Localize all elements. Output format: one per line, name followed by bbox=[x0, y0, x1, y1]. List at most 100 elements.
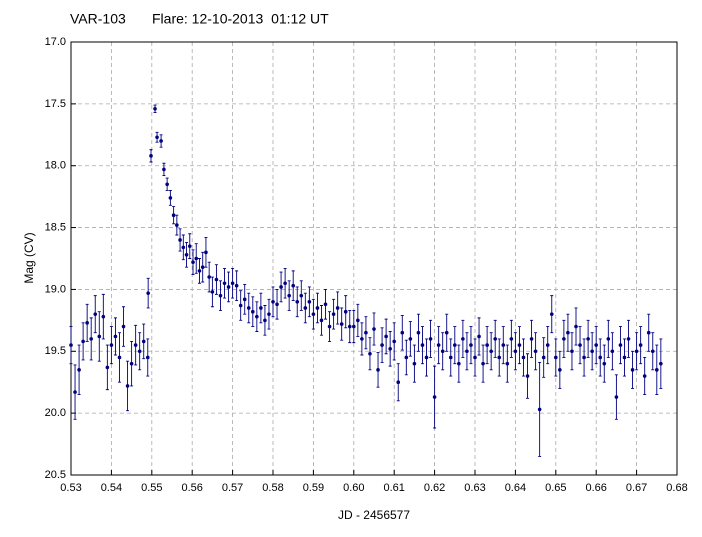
data-point bbox=[396, 380, 401, 385]
data-point bbox=[117, 355, 122, 360]
data-point bbox=[125, 384, 130, 388]
data-point bbox=[162, 167, 166, 172]
y-tick-label: 18.0 bbox=[45, 160, 66, 172]
y-tick-label: 17.0 bbox=[45, 36, 66, 48]
plot-frame bbox=[70, 41, 678, 476]
data-point bbox=[181, 245, 186, 250]
data-point bbox=[279, 285, 283, 289]
y-tick-label: 20.0 bbox=[45, 407, 66, 419]
data-point bbox=[392, 339, 397, 344]
x-tick-label: 0.57 bbox=[222, 482, 243, 494]
y-tick-label: 17.5 bbox=[45, 98, 66, 110]
data-point bbox=[477, 334, 481, 339]
data-point bbox=[562, 337, 566, 341]
data-point bbox=[311, 312, 316, 316]
data-point bbox=[634, 349, 639, 354]
data-point bbox=[194, 256, 199, 261]
data-point bbox=[554, 355, 558, 360]
data-point bbox=[307, 300, 312, 304]
x-tick-label: 0.64 bbox=[505, 482, 526, 494]
data-point bbox=[121, 324, 126, 329]
data-point bbox=[149, 154, 153, 158]
data-point bbox=[218, 293, 223, 298]
data-point bbox=[368, 351, 372, 356]
data-point bbox=[412, 361, 417, 366]
data-point bbox=[105, 365, 110, 370]
data-point bbox=[461, 337, 465, 341]
data-point bbox=[246, 306, 251, 310]
data-point bbox=[77, 368, 81, 372]
y-axis-label: Mag (CV) bbox=[22, 232, 36, 283]
y-tick-label: 18.5 bbox=[45, 221, 66, 233]
x-tick-label: 0.62 bbox=[424, 482, 445, 494]
data-point bbox=[606, 337, 611, 341]
data-point bbox=[315, 306, 320, 310]
x-tick-label: 0.56 bbox=[181, 482, 202, 494]
data-point bbox=[335, 306, 340, 310]
data-point bbox=[602, 361, 607, 366]
data-point bbox=[574, 324, 578, 329]
data-point bbox=[133, 343, 138, 347]
data-point bbox=[376, 368, 380, 372]
data-point bbox=[408, 337, 413, 341]
data-point bbox=[178, 238, 182, 242]
data-point bbox=[448, 355, 453, 360]
data-point bbox=[614, 395, 619, 399]
data-point bbox=[347, 324, 352, 329]
data-point bbox=[271, 300, 275, 304]
x-tick-label: 0.55 bbox=[141, 482, 162, 494]
data-point bbox=[493, 337, 498, 341]
data-point bbox=[582, 355, 586, 360]
data-point bbox=[626, 337, 631, 341]
data-point bbox=[129, 361, 134, 366]
data-point bbox=[525, 374, 530, 378]
data-point bbox=[586, 337, 590, 341]
data-point bbox=[436, 343, 441, 347]
data-point bbox=[489, 349, 493, 354]
data-point bbox=[469, 343, 473, 347]
data-point bbox=[275, 302, 279, 307]
data-point bbox=[384, 334, 388, 339]
data-point bbox=[610, 349, 615, 354]
data-point bbox=[323, 302, 328, 307]
data-point bbox=[590, 349, 594, 354]
data-point bbox=[191, 260, 195, 265]
data-point bbox=[171, 213, 176, 217]
data-point bbox=[222, 281, 227, 286]
data-point bbox=[505, 361, 510, 366]
data-point bbox=[93, 312, 98, 316]
data-point bbox=[187, 244, 192, 248]
data-point bbox=[155, 135, 159, 140]
data-point bbox=[145, 355, 150, 360]
data-point bbox=[210, 290, 215, 294]
data-point bbox=[327, 324, 332, 329]
y-tick-label: 19.5 bbox=[45, 345, 66, 357]
data-point bbox=[598, 355, 603, 360]
data-point bbox=[570, 349, 574, 354]
data-point bbox=[622, 355, 627, 360]
data-point bbox=[137, 349, 142, 354]
data-point bbox=[259, 306, 263, 310]
data-point bbox=[331, 312, 336, 316]
data-point bbox=[642, 374, 647, 378]
data-point bbox=[646, 330, 651, 335]
x-axis-label: JD - 2456577 bbox=[338, 508, 410, 522]
data-point bbox=[533, 349, 538, 354]
x-tick-label: 0.63 bbox=[464, 482, 485, 494]
data-point bbox=[214, 277, 219, 282]
x-tick-label: 0.68 bbox=[666, 482, 687, 494]
data-point bbox=[226, 285, 231, 289]
data-point bbox=[545, 343, 550, 347]
data-point bbox=[175, 223, 179, 227]
data-point bbox=[234, 283, 239, 288]
data-point bbox=[89, 337, 93, 341]
data-point bbox=[501, 343, 506, 347]
data-point bbox=[291, 283, 296, 288]
data-point bbox=[165, 182, 169, 187]
chart-title: VAR-103 bbox=[70, 11, 126, 27]
data-point bbox=[578, 343, 582, 347]
data-point bbox=[424, 355, 429, 360]
x-tick-label: 0.59 bbox=[303, 482, 324, 494]
data-point bbox=[537, 407, 542, 412]
data-point bbox=[352, 324, 356, 329]
